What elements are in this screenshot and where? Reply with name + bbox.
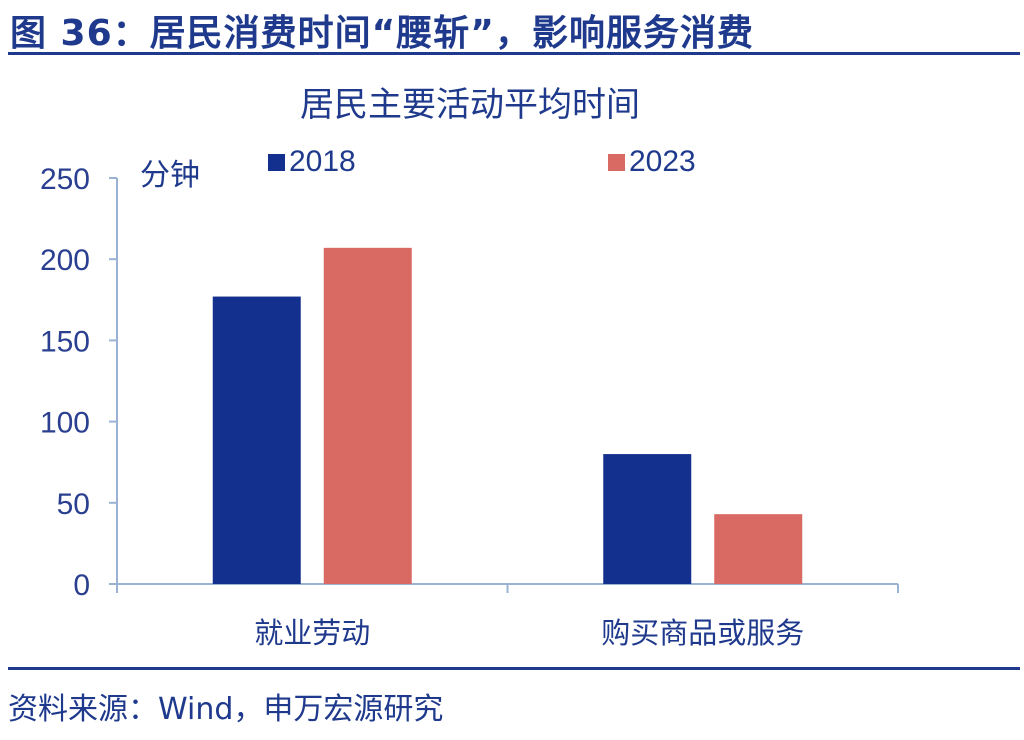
top-divider (8, 52, 1020, 55)
legend-label-2023: 2023 (629, 145, 696, 178)
legend-swatch-2023 (608, 154, 625, 171)
legend-label-2018: 2018 (289, 145, 356, 178)
legend-swatch-2018 (268, 154, 285, 171)
bar-chart: 居民主要活动平均时间 分钟 2018 2023 0 50 100 150 200 250 就业… (40, 85, 899, 650)
y-tick-label: 100 (40, 407, 90, 440)
bottom-divider (8, 667, 1020, 670)
y-tick-label: 150 (40, 325, 90, 358)
source-note: 资料来源：Wind，申万宏源研究 (8, 692, 444, 727)
bar-2018-1 (212, 296, 301, 584)
legend: 2018 2023 (268, 145, 696, 178)
chart-title: 居民主要活动平均时间 (300, 85, 640, 125)
bar-2023-2 (714, 514, 803, 584)
y-tick-label: 200 (40, 244, 90, 277)
bars (212, 247, 803, 584)
x-category-label: 购买商品或服务 (601, 616, 804, 650)
x-category-label: 就业劳动 (254, 616, 370, 650)
bar-2018-2 (603, 454, 692, 584)
bar-2023-1 (323, 247, 412, 584)
y-axis-unit-label: 分钟 (140, 158, 200, 193)
y-tick-label: 250 (40, 163, 90, 196)
y-tick-label: 50 (57, 488, 90, 521)
tick-labels: 0 50 100 150 200 250 就业劳动 购买商品或服务 (40, 163, 804, 650)
y-tick-label: 0 (73, 569, 90, 602)
figure-title: 图 36：居民消费时间“腰斩”，影响服务消费 (10, 13, 754, 54)
